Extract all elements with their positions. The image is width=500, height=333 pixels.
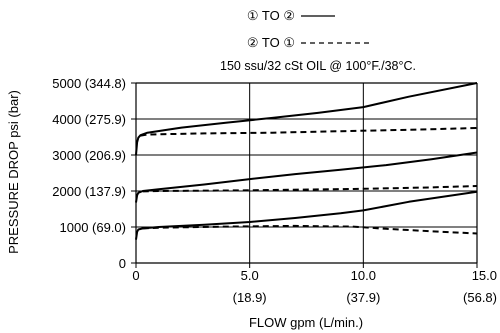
x-tick-sublabel: (37.9) <box>346 290 380 305</box>
y-tick-label: 5000 (344.8) <box>52 76 126 91</box>
series-line-2-dashed <box>140 127 478 137</box>
series-line-5-solid <box>135 190 478 240</box>
axes: 0 1000 (69.0) 2000 (137.9) 3000 (206.9) 4000… <box>52 76 497 305</box>
series-line-1-solid <box>135 82 478 156</box>
legend: ① TO ② ② TO ① <box>247 8 369 50</box>
x-tick-sublabel: (18.9) <box>233 290 267 305</box>
legend-entry-1-label: ① TO ② <box>247 8 295 23</box>
y-tick-label: 3000 (206.9) <box>52 148 126 163</box>
legend-entry-2-label: ② TO ① <box>247 35 295 50</box>
x-tick-label: 15.0 <box>472 268 497 283</box>
x-tick-label: 0 <box>132 268 139 283</box>
y-tick-label: 4000 (275.9) <box>52 112 126 127</box>
series-line-6-dashed <box>142 224 478 235</box>
y-tick-label: 1000 (69.0) <box>60 220 127 235</box>
y-tick-label: 0 <box>119 256 126 271</box>
y-tick-label: 2000 (137.9) <box>52 184 126 199</box>
chart-subtitle: 150 ssu/32 cSt OIL @ 100°F./38°C. <box>220 59 416 73</box>
y-axis-title: PRESSURE DROP psi (bar) <box>6 90 21 254</box>
x-tick-label: 5.0 <box>241 268 259 283</box>
x-axis-title: FLOW gpm (L/min.) <box>249 315 363 330</box>
series-line-4-dashed <box>142 185 478 193</box>
series-line-3-solid <box>135 151 478 203</box>
series-lines <box>135 82 478 240</box>
x-tick-sublabel: (56.8) <box>463 290 497 305</box>
x-tick-label: 10.0 <box>351 268 376 283</box>
